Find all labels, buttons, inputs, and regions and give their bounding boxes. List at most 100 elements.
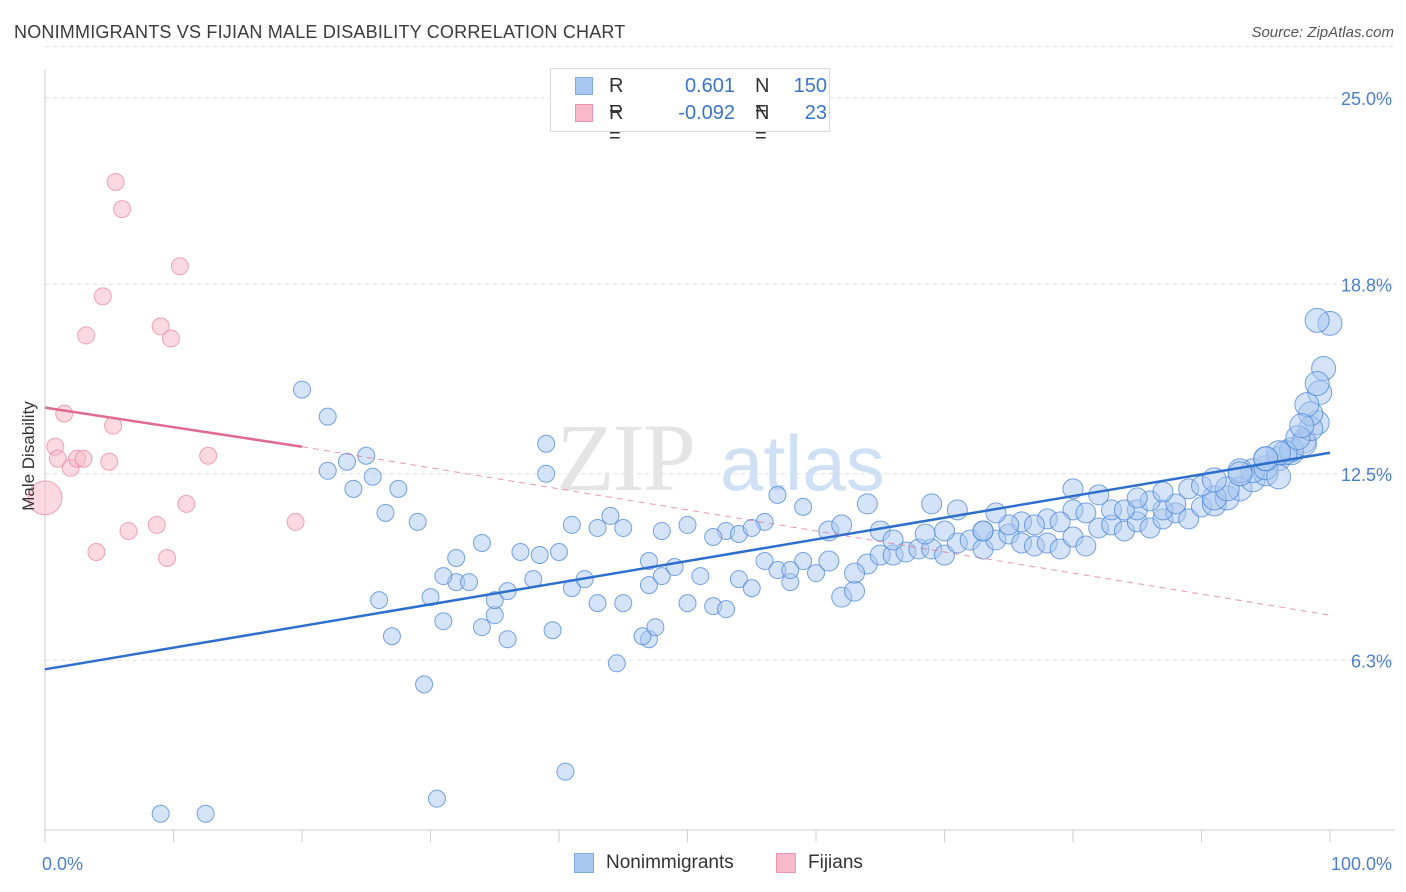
nonimmigrants-point xyxy=(472,533,491,552)
nonimmigrants-point xyxy=(729,570,748,589)
nonimmigrants-point xyxy=(537,434,556,453)
fijians-point xyxy=(147,515,166,534)
nonimmigrants-point xyxy=(794,552,813,571)
y-tick-labels: 6.3% 12.5% 18.8% 25.0% xyxy=(1341,89,1392,671)
nonimmigrants-point xyxy=(460,573,479,592)
nonimmigrants-point xyxy=(678,594,697,613)
nonimmigrants-point xyxy=(639,576,658,595)
nonimmigrants-trend-line xyxy=(44,451,1331,671)
legend-r-label: R = xyxy=(609,75,624,120)
x-tick-label: 0.0% xyxy=(42,854,83,874)
nonimmigrants-point xyxy=(882,529,904,551)
y-axis-label: Male Disability xyxy=(19,401,38,511)
nonimmigrants-point xyxy=(998,514,1020,536)
nonimmigrants-point xyxy=(196,804,215,823)
fijians-point xyxy=(27,480,63,516)
legend-n-value: 23 xyxy=(804,102,827,124)
source-label: Source: ZipAtlas.com xyxy=(1251,24,1394,41)
fijians-point xyxy=(74,449,93,468)
fijians-point xyxy=(48,449,67,468)
nonimmigrants-point xyxy=(293,380,311,399)
fijians-point xyxy=(161,329,180,348)
nonimmigrants-point xyxy=(485,606,504,625)
nonimmigrants-point xyxy=(652,521,671,540)
fijians-point xyxy=(119,521,138,540)
nonimmigrants-point xyxy=(818,550,840,572)
nonimmigrants-point xyxy=(755,552,774,571)
legend-r-value: -0.092 xyxy=(678,102,735,124)
fijians-point xyxy=(100,452,119,471)
nonimmigrants-point xyxy=(1304,371,1330,397)
fijians-point xyxy=(151,317,170,336)
nonimmigrants-point xyxy=(344,479,363,498)
nonimmigrants-point xyxy=(831,514,853,536)
nonimmigrants-point xyxy=(421,588,440,607)
nonimmigrants-point xyxy=(363,467,382,486)
gridlines xyxy=(45,46,1395,661)
y-tick-label: 12.5% xyxy=(1341,465,1392,485)
nonimmigrants-point xyxy=(856,493,878,515)
nonimmigrants-point xyxy=(807,564,825,583)
nonimmigrants-point xyxy=(1049,538,1071,560)
nonimmigrants-point xyxy=(1178,508,1200,530)
nonimmigrants-point xyxy=(934,544,955,566)
nonimmigrants-point xyxy=(376,503,395,522)
nonimmigrants-point xyxy=(530,546,549,565)
axes xyxy=(44,70,1395,842)
nonimmigrants-point xyxy=(550,543,568,562)
nonimmigrants-point xyxy=(985,502,1007,524)
bottom-legend-label-nonimmigrants: Nonimmigrants xyxy=(606,852,734,873)
nonimmigrants-point xyxy=(768,485,787,504)
nonimmigrants-point xyxy=(717,600,736,619)
nonimmigrants-point xyxy=(1304,307,1330,333)
legend-swatch-fijians xyxy=(575,104,593,122)
nonimmigrants-point xyxy=(742,579,761,598)
nonimmigrants-point xyxy=(614,594,633,613)
nonimmigrants-point xyxy=(447,549,466,568)
legend-r-label: R = xyxy=(609,102,624,147)
nonimmigrants-point xyxy=(588,518,607,537)
x-tick-label: 100.0% xyxy=(1331,854,1392,874)
nonimmigrants-point xyxy=(652,567,671,586)
nonimmigrants-point xyxy=(556,762,575,781)
nonimmigrants-point xyxy=(934,520,955,542)
nonimmigrants-point xyxy=(972,520,994,542)
nonimmigrants-point xyxy=(1113,499,1135,521)
nonimmigrants-point xyxy=(1152,481,1174,503)
legend-n-label: N = xyxy=(755,102,770,147)
nonimmigrants-point xyxy=(704,527,723,546)
nonimmigrants-point xyxy=(794,497,813,516)
nonimmigrants-point xyxy=(318,407,337,426)
fijians-point xyxy=(113,200,132,219)
nonimmigrants-point xyxy=(389,479,408,498)
nonimmigrants-point xyxy=(921,493,943,515)
nonimmigrants-point xyxy=(614,518,633,537)
nonimmigrants-point xyxy=(434,612,453,631)
legend-swatch-nonimmigrants xyxy=(575,77,593,95)
nonimmigrants-point xyxy=(742,518,761,537)
nonimmigrants-point xyxy=(1294,392,1320,418)
fijians-point xyxy=(93,287,112,306)
nonimmigrants-point xyxy=(607,654,626,673)
trend-lines xyxy=(44,406,1331,671)
fijians-point xyxy=(286,512,305,531)
nonimmigrants-point xyxy=(408,512,427,531)
nonimmigrants-point xyxy=(511,543,530,562)
fijians-points xyxy=(27,173,305,568)
nonimmigrants-point xyxy=(498,630,517,649)
nonimmigrants-point xyxy=(427,789,446,808)
nonimmigrants-point xyxy=(588,594,607,613)
fijians-point xyxy=(55,404,74,423)
nonimmigrants-point xyxy=(691,567,710,586)
fijians-point xyxy=(87,543,106,562)
nonimmigrants-point xyxy=(844,580,866,602)
nonimmigrants-point xyxy=(678,515,697,534)
nonimmigrants-point xyxy=(639,552,658,571)
nonimmigrants-point xyxy=(537,464,556,483)
y-tick-label: 18.8% xyxy=(1341,275,1392,295)
nonimmigrants-point xyxy=(415,675,434,694)
nonimmigrants-point xyxy=(601,506,620,525)
watermark-atlas: atlas xyxy=(720,419,885,507)
watermark: ZIP atlas xyxy=(556,404,885,511)
